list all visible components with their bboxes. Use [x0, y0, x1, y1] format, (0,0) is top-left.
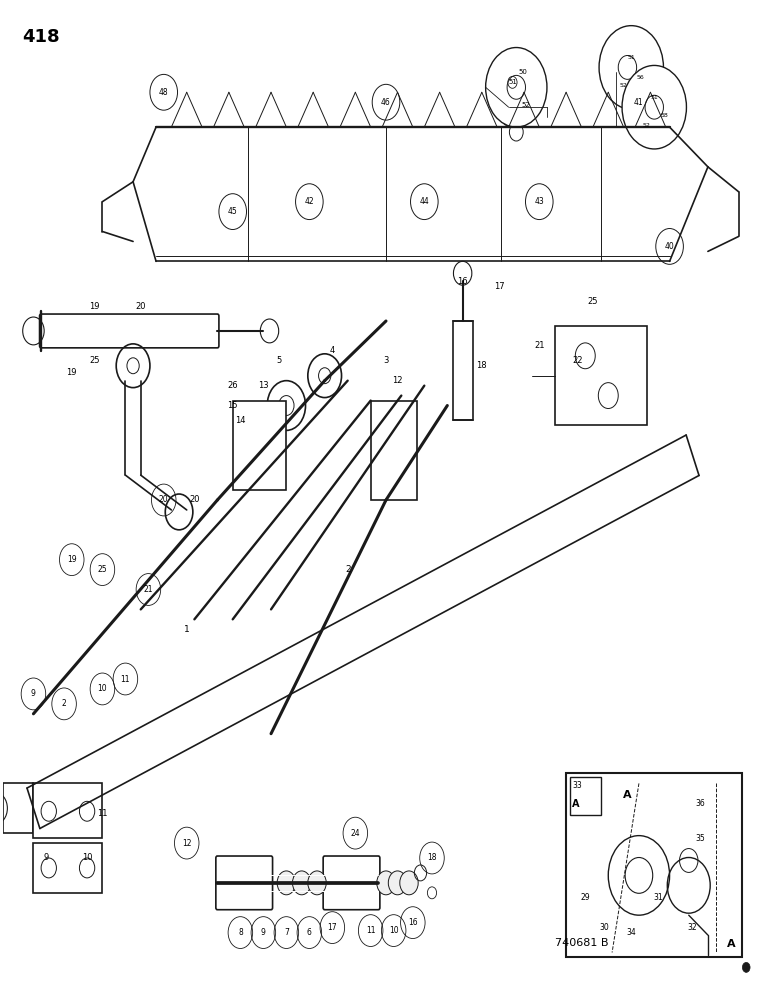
- Text: 19: 19: [67, 555, 76, 564]
- Circle shape: [599, 26, 663, 109]
- Text: 41: 41: [634, 98, 644, 107]
- Circle shape: [622, 65, 686, 149]
- Text: 22: 22: [572, 356, 583, 365]
- Text: 46: 46: [381, 98, 391, 107]
- Text: 12: 12: [392, 376, 403, 385]
- Text: 19: 19: [66, 368, 77, 377]
- Text: 48: 48: [159, 88, 168, 97]
- Circle shape: [277, 871, 296, 895]
- Text: 25: 25: [587, 297, 598, 306]
- Bar: [33, 783, 103, 838]
- Text: A: A: [572, 799, 580, 809]
- Text: 8: 8: [238, 928, 242, 937]
- Text: 50: 50: [518, 69, 527, 75]
- Text: 10: 10: [82, 853, 93, 862]
- Circle shape: [743, 962, 750, 972]
- Text: 20: 20: [189, 495, 200, 504]
- Text: 2: 2: [62, 699, 66, 708]
- Text: 26: 26: [228, 381, 238, 390]
- Text: 35: 35: [696, 834, 705, 843]
- Text: 20: 20: [136, 302, 146, 311]
- Circle shape: [400, 871, 418, 895]
- Text: 56: 56: [637, 75, 645, 80]
- Text: 51: 51: [628, 55, 635, 60]
- Text: 13: 13: [258, 381, 269, 390]
- Text: 14: 14: [235, 416, 245, 425]
- Text: A: A: [726, 939, 735, 949]
- Text: 25: 25: [90, 356, 100, 365]
- Text: 45: 45: [228, 207, 238, 216]
- Bar: [570, 777, 601, 815]
- Text: 30: 30: [600, 923, 609, 932]
- Text: 51: 51: [508, 79, 517, 85]
- Text: 9: 9: [31, 689, 36, 698]
- Text: 20: 20: [159, 495, 168, 504]
- Text: 11: 11: [366, 926, 375, 935]
- Bar: [232, 401, 286, 490]
- Text: 25: 25: [97, 565, 107, 574]
- Text: 36: 36: [696, 799, 705, 808]
- Text: 32: 32: [688, 923, 697, 932]
- Text: 7: 7: [284, 928, 289, 937]
- Text: 21: 21: [534, 341, 544, 350]
- Text: 418: 418: [22, 28, 59, 46]
- Text: 44: 44: [419, 197, 429, 206]
- Text: 11: 11: [97, 809, 107, 818]
- Text: 19: 19: [90, 302, 100, 311]
- Text: 17: 17: [327, 923, 337, 932]
- Text: 24: 24: [350, 829, 361, 838]
- Text: 740681 B: 740681 B: [554, 938, 608, 948]
- Text: 2: 2: [345, 565, 350, 574]
- Text: 29: 29: [581, 893, 590, 902]
- Text: 34: 34: [626, 928, 636, 937]
- Bar: [371, 401, 417, 500]
- Text: 6: 6: [307, 928, 312, 937]
- Circle shape: [377, 871, 395, 895]
- Circle shape: [388, 871, 407, 895]
- Text: 10: 10: [97, 684, 107, 693]
- Text: 31: 31: [653, 893, 663, 902]
- Circle shape: [486, 48, 547, 127]
- FancyBboxPatch shape: [39, 314, 219, 348]
- Text: 4: 4: [330, 346, 335, 355]
- Text: 10: 10: [389, 926, 398, 935]
- Text: 18: 18: [427, 853, 437, 862]
- Circle shape: [308, 871, 327, 895]
- Bar: [554, 326, 647, 425]
- Bar: [453, 321, 472, 420]
- FancyBboxPatch shape: [216, 856, 273, 910]
- FancyBboxPatch shape: [323, 856, 380, 910]
- Text: 17: 17: [494, 282, 505, 291]
- Text: 33: 33: [572, 781, 582, 790]
- Text: 12: 12: [182, 839, 191, 848]
- Text: 3: 3: [384, 356, 388, 365]
- Text: 15: 15: [228, 401, 238, 410]
- Text: 58: 58: [660, 113, 668, 118]
- Text: 21: 21: [144, 585, 153, 594]
- Text: 16: 16: [457, 277, 468, 286]
- Text: A: A: [623, 790, 631, 800]
- Text: 43: 43: [534, 197, 544, 206]
- Text: 52: 52: [521, 102, 530, 108]
- Text: 40: 40: [665, 242, 675, 251]
- Text: 18: 18: [476, 361, 487, 370]
- Text: 52: 52: [642, 123, 651, 128]
- Circle shape: [293, 871, 311, 895]
- Text: 9: 9: [261, 928, 266, 937]
- Text: 51: 51: [650, 95, 659, 100]
- Text: 52: 52: [620, 83, 628, 88]
- Text: 42: 42: [304, 197, 314, 206]
- Text: 9: 9: [44, 853, 49, 862]
- Text: 1: 1: [184, 625, 190, 634]
- Text: 11: 11: [120, 674, 130, 684]
- Bar: [3, 783, 33, 833]
- Text: 5: 5: [276, 356, 281, 365]
- Text: 16: 16: [408, 918, 418, 927]
- Bar: [33, 843, 103, 893]
- FancyBboxPatch shape: [566, 773, 743, 957]
